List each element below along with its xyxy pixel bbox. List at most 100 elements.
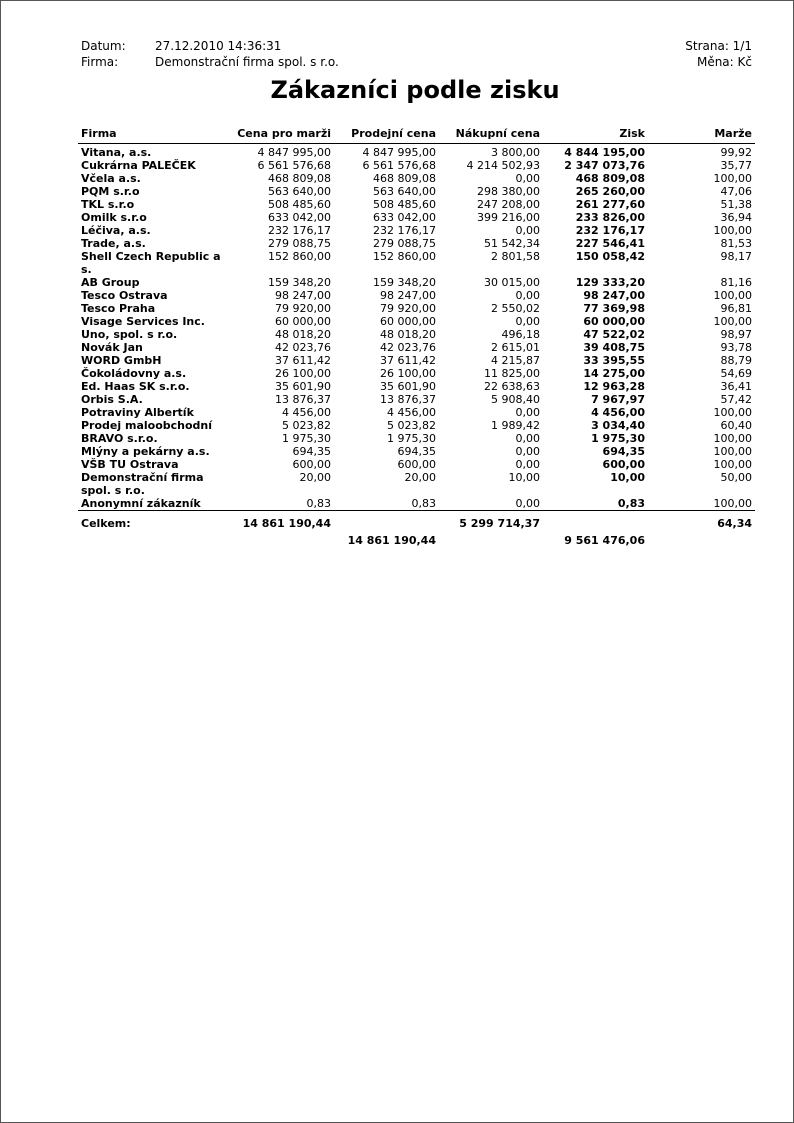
cell-firma: Ed. Haas SK s.r.o. bbox=[81, 380, 190, 393]
cell-firma: Anonymní zákazník bbox=[81, 497, 201, 510]
cell-prodejni-cena: 159 348,20 bbox=[373, 276, 436, 289]
cell-nakupni-cena: 3 800,00 bbox=[491, 146, 540, 159]
cell-prodejni-cena: 232 176,17 bbox=[373, 224, 436, 237]
totals-row: Celkem: 14 861 190,44 5 299 714,37 64,34 bbox=[78, 510, 755, 532]
cell-cena-pro-marzi: 159 348,20 bbox=[268, 276, 331, 289]
table-row: Prodej maloobchodní 5 023,82 5 023,82 1 989… bbox=[78, 419, 755, 432]
cell-prodejni-cena: 0,83 bbox=[411, 497, 437, 510]
cell-prodejni-cena: 508 485,60 bbox=[373, 198, 436, 211]
column-header: Zisk bbox=[543, 127, 648, 144]
cell-marze: 36,94 bbox=[720, 211, 753, 224]
cell-zisk: 12 963,28 bbox=[583, 380, 645, 393]
cell-cena-pro-marzi: 48 018,20 bbox=[275, 328, 331, 341]
cell-firma: AB Group bbox=[81, 276, 140, 289]
cell-cena-pro-marzi: 6 561 576,68 bbox=[257, 159, 331, 172]
table-row: Potraviny Albertík 4 456,00 4 456,00 0,00 4 … bbox=[78, 406, 755, 419]
table-row: Uno, spol. s r.o. 48 018,20 48 018,20 496,1… bbox=[78, 328, 755, 341]
cell-cena-pro-marzi: 563 640,00 bbox=[268, 185, 331, 198]
cell-marze: 100,00 bbox=[713, 224, 753, 237]
cell-marze: 98,17 bbox=[720, 250, 753, 263]
cell-nakupni-cena: 10,00 bbox=[508, 471, 541, 484]
table-row: Cukrárna PALEČEK 6 561 576,68 6 561 576,68… bbox=[78, 159, 755, 172]
cell-cena-pro-marzi: 232 176,17 bbox=[268, 224, 331, 237]
cell-zisk: 10,00 bbox=[610, 471, 645, 484]
cell-firma: Visage Services Inc. bbox=[81, 315, 205, 328]
cell-nakupni-cena: 11 825,00 bbox=[484, 367, 540, 380]
table-row: Vitana, a.s. 4 847 995,00 4 847 995,00 3 80… bbox=[78, 144, 755, 160]
cell-nakupni-cena: 0,00 bbox=[515, 458, 541, 471]
cell-cena-pro-marzi: 42 023,76 bbox=[275, 341, 331, 354]
cell-zisk: 77 369,98 bbox=[583, 302, 645, 315]
cell-firma: Shell Czech Republic a s. bbox=[81, 250, 221, 276]
cell-firma: Potraviny Albertík bbox=[81, 406, 194, 419]
cell-cena-pro-marzi: 1 975,30 bbox=[282, 432, 331, 445]
table-row: Tesco Ostrava 98 247,00 98 247,00 0,00 98 24… bbox=[78, 289, 755, 302]
cell-nakupni-cena: 247 208,00 bbox=[477, 198, 540, 211]
cell-zisk: 7 967,97 bbox=[591, 393, 645, 406]
cell-marze: 51,38 bbox=[720, 198, 753, 211]
cell-zisk: 2 347 073,76 bbox=[564, 159, 645, 172]
cell-nakupni-cena: 51 542,34 bbox=[484, 237, 540, 250]
cell-zisk: 33 395,55 bbox=[583, 354, 645, 367]
cell-nakupni-cena: 0,00 bbox=[515, 497, 541, 510]
cell-nakupni-cena: 0,00 bbox=[515, 445, 541, 458]
cell-marze: 100,00 bbox=[713, 458, 753, 471]
cell-firma: Vitana, a.s. bbox=[81, 146, 152, 159]
cell-firma: Mlýny a pekárny a.s. bbox=[81, 445, 210, 458]
currency: Měna: Kč bbox=[696, 55, 752, 69]
totals-label: Celkem: bbox=[78, 510, 230, 532]
total-cena-pro-marzi: 14 861 190,44 bbox=[230, 510, 334, 532]
cell-nakupni-cena: 5 908,40 bbox=[491, 393, 540, 406]
cell-marze: 99,92 bbox=[720, 146, 753, 159]
cell-firma: Tesco Praha bbox=[81, 302, 156, 315]
date-value: 27.12.2010 14:36:31 bbox=[155, 39, 282, 53]
cell-firma: VŠB TU Ostrava bbox=[81, 458, 179, 471]
cell-prodejni-cena: 563 640,00 bbox=[373, 185, 436, 198]
cell-marze: 100,00 bbox=[713, 406, 753, 419]
cell-cena-pro-marzi: 4 456,00 bbox=[282, 406, 331, 419]
cell-nakupni-cena: 496,18 bbox=[501, 328, 541, 341]
cell-cena-pro-marzi: 98 247,00 bbox=[275, 289, 331, 302]
cell-prodejni-cena: 4 847 995,00 bbox=[362, 146, 436, 159]
cell-marze: 93,78 bbox=[720, 341, 753, 354]
cell-zisk: 227 546,41 bbox=[575, 237, 645, 250]
table-row: Čokoládovny a.s. 26 100,00 26 100,00 11 825… bbox=[78, 367, 755, 380]
cell-prodejni-cena: 1 975,30 bbox=[387, 432, 436, 445]
cell-cena-pro-marzi: 694,35 bbox=[292, 445, 332, 458]
cell-marze: 57,42 bbox=[720, 393, 753, 406]
cell-cena-pro-marzi: 26 100,00 bbox=[275, 367, 331, 380]
cell-prodejni-cena: 13 876,37 bbox=[380, 393, 436, 406]
firm-label: Firma: bbox=[81, 55, 119, 69]
cell-cena-pro-marzi: 13 876,37 bbox=[275, 393, 331, 406]
cell-cena-pro-marzi: 152 860,00 bbox=[268, 250, 331, 263]
table-row: Léčiva, a.s. 232 176,17 232 176,17 0,00 232 … bbox=[78, 224, 755, 237]
cell-cena-pro-marzi: 0,83 bbox=[306, 497, 332, 510]
cell-marze: 96,81 bbox=[720, 302, 753, 315]
cell-firma: Omilk s.r.o bbox=[81, 211, 147, 224]
cell-prodejni-cena: 35 601,90 bbox=[380, 380, 436, 393]
cell-nakupni-cena: 2 615,01 bbox=[491, 341, 540, 354]
cell-zisk: 265 260,00 bbox=[575, 185, 645, 198]
cell-zisk: 1 975,30 bbox=[591, 432, 645, 445]
cell-marze: 100,00 bbox=[713, 432, 753, 445]
cell-cena-pro-marzi: 279 088,75 bbox=[268, 237, 331, 250]
cell-nakupni-cena: 2 801,58 bbox=[491, 250, 540, 263]
cell-prodejni-cena: 6 561 576,68 bbox=[362, 159, 436, 172]
cell-marze: 50,00 bbox=[720, 471, 753, 484]
cell-prodejni-cena: 20,00 bbox=[404, 471, 437, 484]
table-header-row: Firma Cena pro marži Prodejní cena Nákup… bbox=[78, 127, 755, 144]
customers-table: Firma Cena pro marži Prodejní cena Nákup… bbox=[78, 127, 755, 549]
cell-zisk: 468 809,08 bbox=[575, 172, 645, 185]
total-marze: 64,34 bbox=[648, 510, 755, 532]
cell-zisk: 233 826,00 bbox=[575, 211, 645, 224]
cell-marze: 100,00 bbox=[713, 445, 753, 458]
table-row: Tesco Praha 79 920,00 79 920,00 2 550,02 77 … bbox=[78, 302, 755, 315]
cell-cena-pro-marzi: 79 920,00 bbox=[275, 302, 331, 315]
table-row: PQM s.r.o 563 640,00 563 640,00 298 380,00 2… bbox=[78, 185, 755, 198]
cell-marze: 100,00 bbox=[713, 497, 753, 510]
cell-prodejni-cena: 98 247,00 bbox=[380, 289, 436, 302]
table-row: VŠB TU Ostrava 600,00 600,00 0,00 600,00 100,… bbox=[78, 458, 755, 471]
cell-nakupni-cena: 399 216,00 bbox=[477, 211, 540, 224]
cell-nakupni-cena: 0,00 bbox=[515, 224, 541, 237]
cell-nakupni-cena: 0,00 bbox=[515, 172, 541, 185]
